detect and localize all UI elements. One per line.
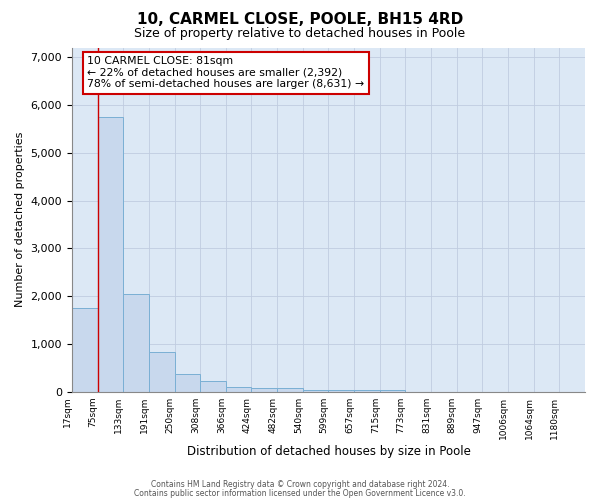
Bar: [175, 374, 200, 392]
Bar: [226, 387, 251, 392]
Bar: [303, 390, 328, 392]
Bar: [251, 388, 277, 392]
Bar: [277, 388, 303, 392]
Text: Contains HM Land Registry data © Crown copyright and database right 2024.: Contains HM Land Registry data © Crown c…: [151, 480, 449, 489]
Bar: [149, 352, 175, 392]
Text: 10 CARMEL CLOSE: 81sqm
← 22% of detached houses are smaller (2,392)
78% of semi-: 10 CARMEL CLOSE: 81sqm ← 22% of detached…: [87, 56, 364, 90]
Bar: [98, 117, 123, 392]
Bar: [72, 308, 98, 392]
Bar: [200, 381, 226, 392]
Text: 10, CARMEL CLOSE, POOLE, BH15 4RD: 10, CARMEL CLOSE, POOLE, BH15 4RD: [137, 12, 463, 28]
Bar: [380, 390, 406, 392]
Text: Size of property relative to detached houses in Poole: Size of property relative to detached ho…: [134, 28, 466, 40]
Y-axis label: Number of detached properties: Number of detached properties: [15, 132, 25, 308]
X-axis label: Distribution of detached houses by size in Poole: Distribution of detached houses by size …: [187, 444, 470, 458]
Bar: [123, 294, 149, 392]
Bar: [328, 390, 354, 392]
Text: Contains public sector information licensed under the Open Government Licence v3: Contains public sector information licen…: [134, 488, 466, 498]
Bar: [354, 390, 380, 392]
